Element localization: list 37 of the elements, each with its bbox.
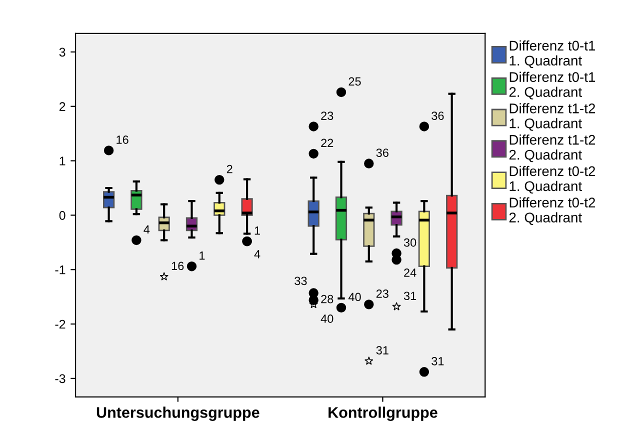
annotation: 30 (404, 238, 416, 247)
y-tick-label: 2 (59, 102, 66, 111)
legend-label: Differenz t0-t1 2. Quadrant (509, 72, 596, 100)
y-tick-label: -3 (55, 374, 66, 384)
annotation: 40 (320, 314, 334, 323)
x-tick-label: Untersuchungsgruppe (96, 406, 260, 421)
annotation: 31 (432, 356, 444, 366)
annotation: 31 (404, 292, 416, 300)
legend-label: Differenz t0-t2 2. Quadrant (509, 197, 596, 225)
legend-label: Differenz t1-t2 2. Quadrant (509, 134, 596, 162)
annotation: 4 (254, 250, 260, 258)
annotation: 1 (200, 252, 205, 260)
y-tick-label: 3 (59, 48, 66, 57)
annotation: 31 (376, 346, 388, 354)
annotation: 4 (144, 225, 150, 234)
annotation: 28 (321, 294, 334, 304)
annotation: 22 (321, 138, 334, 148)
x-tick-label: Kontrollgruppe (328, 406, 438, 421)
annotation: 33 (294, 276, 307, 286)
annotation: 1 (254, 226, 260, 235)
legend-label: Differenz t0-t2 1. Quadrant (510, 166, 596, 194)
legend-label: Differenz t0-t1 1. Quadrant (510, 40, 596, 68)
annotation: 23 (321, 112, 334, 120)
y-tick-label: -1 (55, 266, 66, 274)
y-tick-label: 1 (60, 156, 66, 166)
annotation: 16 (116, 136, 128, 144)
annotation: 16 (172, 262, 184, 270)
annotation: 23 (376, 290, 388, 298)
y-tick-label: 0 (59, 210, 66, 220)
annotation: 25 (348, 77, 361, 86)
legend-label: Differenz t1-t2 1. Quadrant (510, 103, 596, 131)
annotation: 36 (432, 112, 444, 120)
annotation: 24 (404, 268, 416, 277)
annotation: 2 (226, 164, 232, 174)
annotation: 40 (348, 292, 361, 302)
y-tick-label: -2 (55, 320, 66, 329)
annotation: 36 (376, 148, 388, 157)
